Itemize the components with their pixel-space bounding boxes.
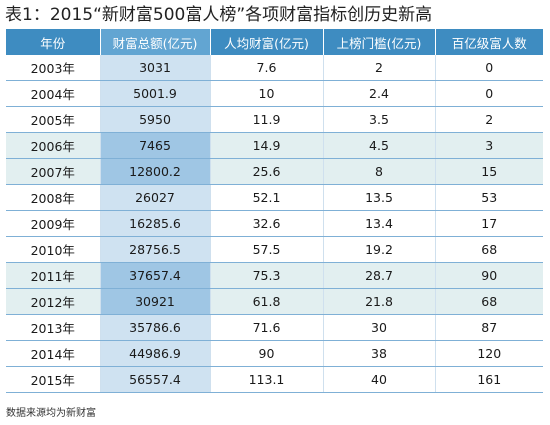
cell-entry-threshold: 2 bbox=[323, 55, 436, 81]
cell-per-capita-wealth: 75.3 bbox=[210, 262, 324, 289]
cell-total-wealth: 5950 bbox=[100, 106, 211, 133]
header-total-wealth: 财富总额(亿元) bbox=[100, 29, 211, 55]
cell-total-wealth: 3031 bbox=[100, 55, 211, 81]
header-billionaire-count: 百亿级富人数 bbox=[435, 29, 543, 55]
cell-year: 2014年 bbox=[6, 340, 101, 367]
cell-year: 2005年 bbox=[6, 106, 101, 133]
cell-total-wealth: 28756.5 bbox=[100, 236, 211, 263]
cell-entry-threshold: 28.7 bbox=[323, 262, 436, 289]
table-row: 2009年 16285.6 32.6 13.4 17 bbox=[6, 210, 543, 237]
cell-billionaire-count: 0 bbox=[435, 80, 543, 107]
cell-total-wealth: 16285.6 bbox=[100, 210, 211, 237]
cell-entry-threshold: 40 bbox=[323, 366, 436, 393]
cell-total-wealth: 30921 bbox=[100, 288, 211, 315]
cell-total-wealth: 56557.4 bbox=[100, 366, 211, 393]
cell-billionaire-count: 0 bbox=[435, 55, 543, 81]
cell-per-capita-wealth: 32.6 bbox=[210, 210, 324, 237]
wealth-table: 年份 财富总额(亿元) 人均财富(亿元) 上榜门槛(亿元) 百亿级富人数 200… bbox=[6, 29, 543, 393]
header-entry-threshold: 上榜门槛(亿元) bbox=[323, 29, 436, 55]
cell-per-capita-wealth: 11.9 bbox=[210, 106, 324, 133]
cell-per-capita-wealth: 57.5 bbox=[210, 236, 324, 263]
cell-total-wealth: 26027 bbox=[100, 184, 211, 211]
table-row: 2015年 56557.4 113.1 40 161 bbox=[6, 366, 543, 393]
cell-entry-threshold: 3.5 bbox=[323, 106, 436, 133]
cell-total-wealth: 7465 bbox=[100, 132, 211, 159]
cell-billionaire-count: 15 bbox=[435, 158, 543, 185]
table-row: 2010年 28756.5 57.5 19.2 68 bbox=[6, 236, 543, 263]
cell-per-capita-wealth: 113.1 bbox=[210, 366, 324, 393]
cell-year: 2011年 bbox=[6, 262, 101, 289]
table-row: 2013年 35786.6 71.6 30 87 bbox=[6, 314, 543, 341]
cell-year: 2008年 bbox=[6, 184, 101, 211]
cell-per-capita-wealth: 90 bbox=[210, 340, 324, 367]
table-row: 2006年 7465 14.9 4.5 3 bbox=[6, 132, 543, 159]
cell-billionaire-count: 90 bbox=[435, 262, 543, 289]
cell-per-capita-wealth: 25.6 bbox=[210, 158, 324, 185]
header-row: 年份 财富总额(亿元) 人均财富(亿元) 上榜门槛(亿元) 百亿级富人数 bbox=[6, 29, 543, 55]
source-note: 数据来源均为新财富 bbox=[6, 408, 96, 419]
cell-entry-threshold: 13.4 bbox=[323, 210, 436, 237]
header-year: 年份 bbox=[6, 29, 101, 55]
table-row: 2005年 5950 11.9 3.5 2 bbox=[6, 106, 543, 133]
cell-per-capita-wealth: 10 bbox=[210, 80, 324, 107]
cell-per-capita-wealth: 61.8 bbox=[210, 288, 324, 315]
cell-billionaire-count: 161 bbox=[435, 366, 543, 393]
cell-entry-threshold: 4.5 bbox=[323, 132, 436, 159]
cell-year: 2010年 bbox=[6, 236, 101, 263]
cell-year: 2007年 bbox=[6, 158, 101, 185]
cell-entry-threshold: 30 bbox=[323, 314, 436, 341]
cell-per-capita-wealth: 71.6 bbox=[210, 314, 324, 341]
cell-total-wealth: 5001.9 bbox=[100, 80, 211, 107]
table-row: 2011年 37657.4 75.3 28.7 90 bbox=[6, 262, 543, 289]
cell-entry-threshold: 2.4 bbox=[323, 80, 436, 107]
cell-billionaire-count: 3 bbox=[435, 132, 543, 159]
cell-per-capita-wealth: 14.9 bbox=[210, 132, 324, 159]
cell-per-capita-wealth: 7.6 bbox=[210, 55, 324, 81]
table-row: 2014年 44986.9 90 38 120 bbox=[6, 340, 543, 367]
cell-entry-threshold: 21.8 bbox=[323, 288, 436, 315]
cell-year: 2015年 bbox=[6, 366, 101, 393]
table-row: 2012年 30921 61.8 21.8 68 bbox=[6, 288, 543, 315]
header-per-capita-wealth: 人均财富(亿元) bbox=[210, 29, 324, 55]
cell-entry-threshold: 38 bbox=[323, 340, 436, 367]
cell-total-wealth: 37657.4 bbox=[100, 262, 211, 289]
cell-year: 2009年 bbox=[6, 210, 101, 237]
table-title: 表1：2015“新财富500富人榜”各项财富指标创历史新高 bbox=[5, 5, 433, 25]
cell-billionaire-count: 87 bbox=[435, 314, 543, 341]
cell-billionaire-count: 68 bbox=[435, 288, 543, 315]
cell-year: 2013年 bbox=[6, 314, 101, 341]
cell-year: 2006年 bbox=[6, 132, 101, 159]
table-row: 2007年 12800.2 25.6 8 15 bbox=[6, 158, 543, 185]
cell-total-wealth: 35786.6 bbox=[100, 314, 211, 341]
cell-billionaire-count: 53 bbox=[435, 184, 543, 211]
table-row: 2004年 5001.9 10 2.4 0 bbox=[6, 80, 543, 107]
cell-entry-threshold: 8 bbox=[323, 158, 436, 185]
cell-year: 2012年 bbox=[6, 288, 101, 315]
cell-total-wealth: 44986.9 bbox=[100, 340, 211, 367]
cell-entry-threshold: 19.2 bbox=[323, 236, 436, 263]
cell-billionaire-count: 17 bbox=[435, 210, 543, 237]
cell-year: 2003年 bbox=[6, 55, 101, 81]
table-row: 2008年 26027 52.1 13.5 53 bbox=[6, 184, 543, 211]
cell-billionaire-count: 68 bbox=[435, 236, 543, 263]
cell-billionaire-count: 2 bbox=[435, 106, 543, 133]
cell-per-capita-wealth: 52.1 bbox=[210, 184, 324, 211]
table-row: 2003年 3031 7.6 2 0 bbox=[6, 55, 543, 81]
cell-year: 2004年 bbox=[6, 80, 101, 107]
table-body: 2003年 3031 7.6 2 0 2004年 5001.9 10 2.4 0 2005年 5950… bbox=[6, 55, 543, 393]
cell-billionaire-count: 120 bbox=[435, 340, 543, 367]
cell-entry-threshold: 13.5 bbox=[323, 184, 436, 211]
cell-total-wealth: 12800.2 bbox=[100, 158, 211, 185]
